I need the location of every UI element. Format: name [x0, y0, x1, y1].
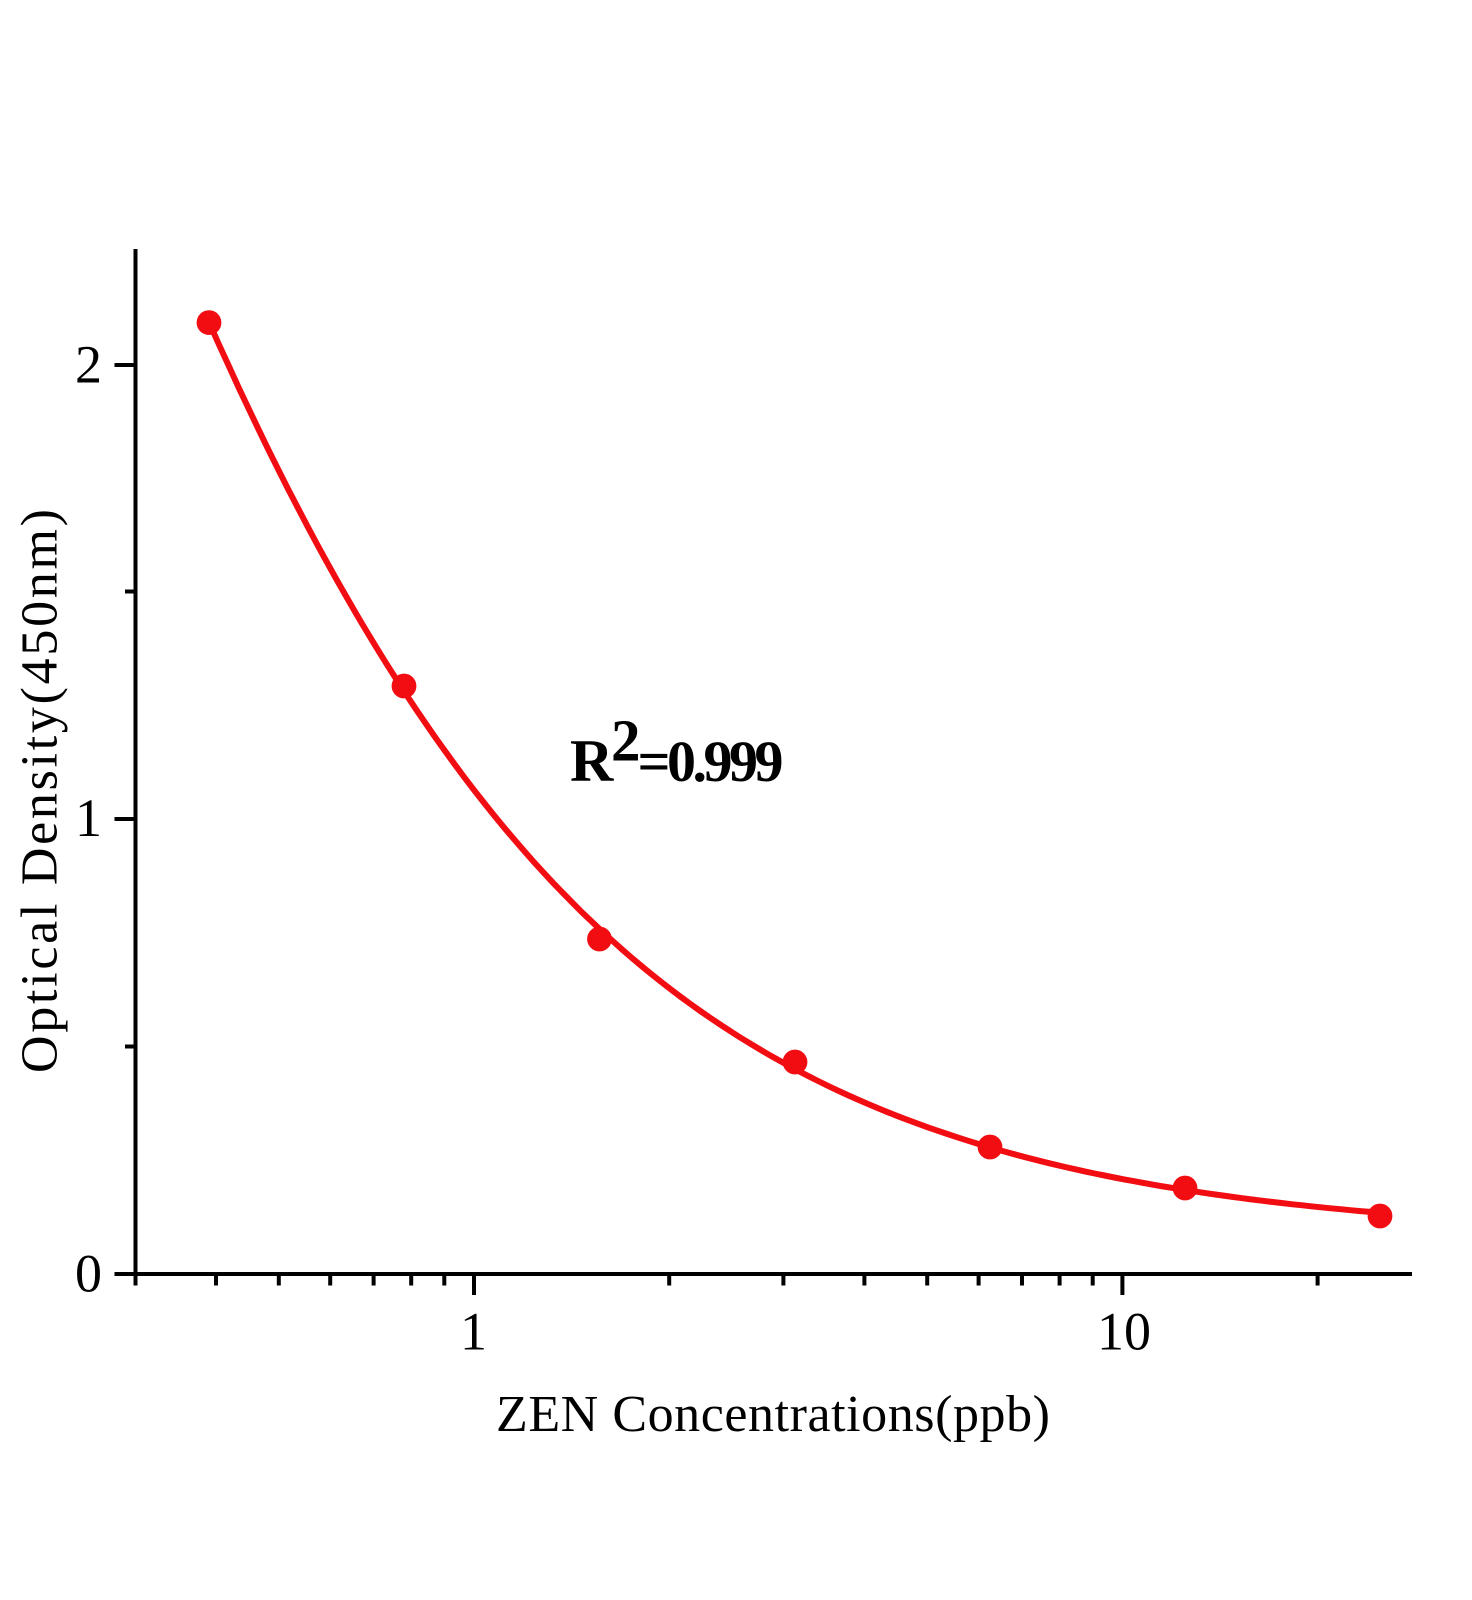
- svg-text:ZEN Concentrations(ppb): ZEN Concentrations(ppb): [496, 1386, 1050, 1443]
- svg-text:1: 1: [75, 788, 102, 848]
- svg-text:2: 2: [75, 335, 102, 395]
- svg-text:Optical Density(450nm): Optical Density(450nm): [12, 509, 69, 1073]
- svg-text:R: R: [570, 728, 614, 794]
- svg-text:2: 2: [611, 708, 641, 774]
- svg-text:10: 10: [1097, 1302, 1151, 1362]
- svg-text:=0.999: =0.999: [638, 729, 784, 794]
- svg-text:0: 0: [75, 1244, 102, 1304]
- svg-text:1: 1: [460, 1302, 487, 1362]
